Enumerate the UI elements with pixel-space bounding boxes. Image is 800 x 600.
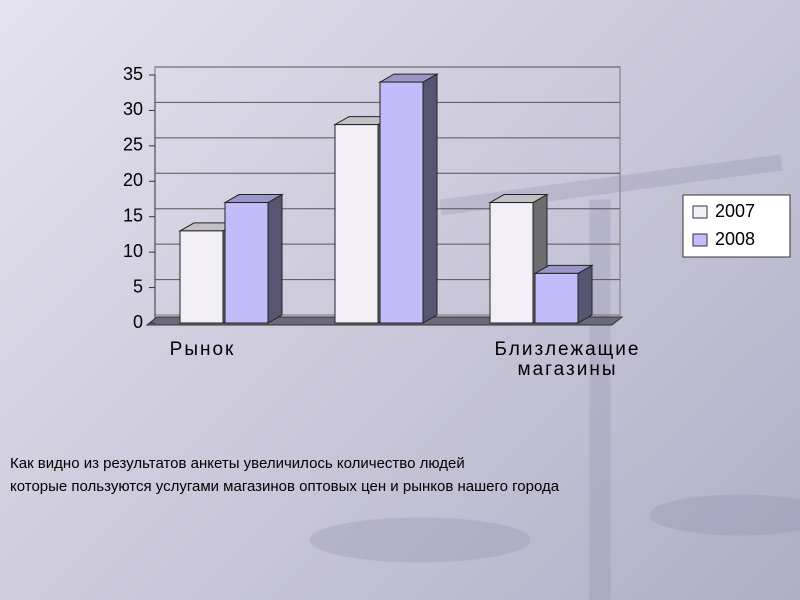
x-tick-label: Рынок — [169, 339, 236, 360]
y-tick-label: 35 — [123, 64, 143, 84]
y-tick-label: 10 — [123, 241, 143, 261]
legend-label: 2008 — [715, 229, 755, 249]
bar — [179, 230, 224, 324]
legend-box — [682, 194, 791, 258]
y-tick-label: 25 — [123, 135, 143, 155]
bar — [379, 81, 424, 324]
legend-label: 2007 — [715, 201, 755, 221]
bar — [334, 124, 379, 324]
bar — [224, 202, 269, 324]
legend-swatch — [692, 205, 708, 219]
y-tick-label: 20 — [123, 170, 143, 190]
legend-swatch — [692, 233, 708, 247]
y-tick-label: 30 — [123, 99, 143, 119]
y-tick-label: 0 — [133, 312, 143, 332]
bar — [489, 202, 534, 324]
caption-line: Как видно из результатов анкеты увеличил… — [10, 455, 465, 472]
bar-side — [577, 264, 593, 324]
x-tick-label: Близлежащие магазины — [494, 339, 641, 380]
bar-side — [422, 73, 438, 324]
bar-side — [267, 193, 283, 324]
caption-line: которые пользуются услугами магазинов оп… — [10, 478, 560, 495]
y-tick-label: 5 — [133, 276, 143, 296]
caption: Как видно из результатов анкеты увеличил… — [10, 452, 559, 498]
bar — [534, 272, 579, 324]
y-tick-label: 15 — [123, 205, 143, 225]
